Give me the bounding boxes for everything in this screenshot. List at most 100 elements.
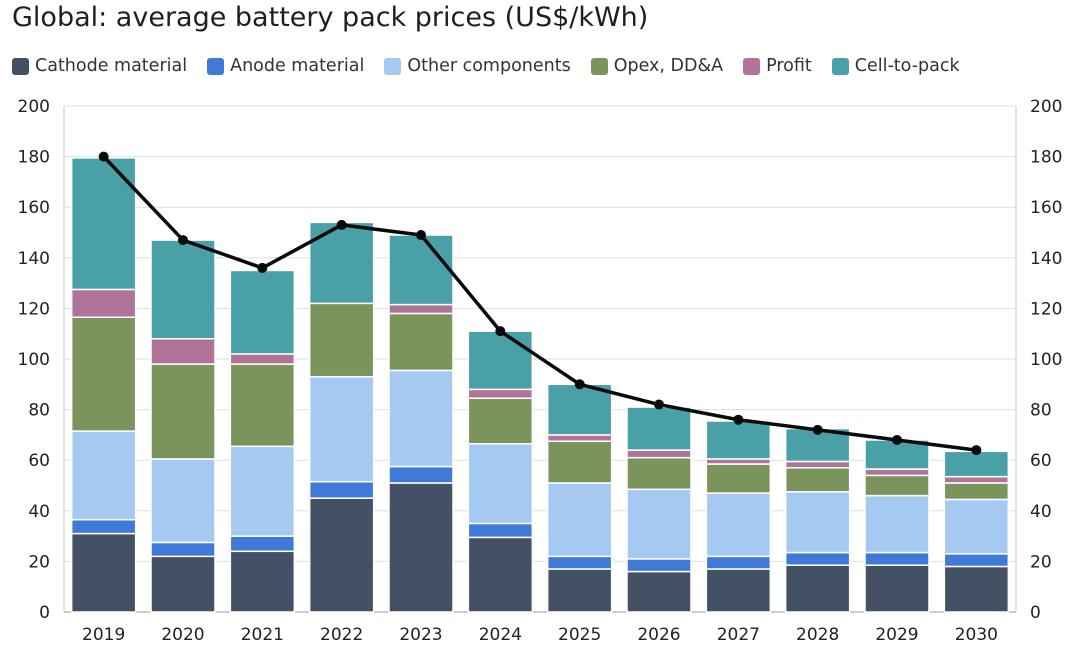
bar-segment [70, 316, 137, 432]
bar-segment [467, 330, 534, 391]
total-price-point [495, 326, 506, 337]
total-price-point [654, 399, 664, 410]
y-tick-label-right: 160 [1030, 198, 1062, 218]
bar-segment [546, 482, 613, 558]
bar-segment [546, 568, 613, 613]
y-tick-label-right: 180 [1030, 148, 1062, 168]
total-price-point [336, 219, 347, 230]
bar-segment [546, 383, 613, 436]
bar-segment [943, 498, 1010, 555]
bar-segment [308, 480, 375, 499]
y-tick-label-left: 80 [28, 401, 50, 421]
y-tick-label-left: 60 [28, 451, 50, 471]
bar-segment [229, 445, 296, 537]
legend: Cathode material Anode material Other comp… [12, 56, 980, 76]
total-price-point [733, 414, 744, 425]
y-tick-label-left: 20 [28, 552, 50, 572]
bar-segment [229, 269, 296, 355]
y-tick-label-left: 180 [18, 148, 50, 168]
legend-swatch [590, 57, 608, 75]
bar-segment [705, 458, 772, 465]
bar-segment [388, 369, 454, 468]
bar-segment [784, 551, 851, 566]
x-tick-label: 2020 [161, 625, 204, 645]
bar-segment [864, 468, 930, 477]
bar-segment [70, 157, 137, 291]
y-tick-label-right: 0 [1030, 603, 1041, 623]
legend-swatch [743, 57, 761, 75]
bar-segment [546, 555, 613, 570]
bar-segment [150, 239, 216, 340]
bar-segment [70, 288, 137, 319]
bar-segment [626, 558, 692, 573]
bar-segment [229, 535, 296, 553]
y-tick-label-left: 100 [18, 350, 50, 370]
total-price-point [971, 445, 982, 456]
bar-segment [626, 449, 692, 459]
total-price-point [257, 262, 268, 273]
bar-segment [70, 518, 137, 535]
bar-segment [943, 553, 1010, 568]
bar-segment [626, 488, 692, 560]
bar-segment [388, 234, 454, 306]
legend-label: Opex, DD&A [613, 56, 724, 76]
bar-segment [150, 541, 216, 558]
bar-segment [864, 494, 930, 554]
bar-segment [467, 388, 534, 399]
y-tick-label-left: 140 [18, 249, 50, 269]
bar-segment [864, 474, 930, 497]
total-price-point [574, 379, 585, 390]
bar-segment [943, 482, 1010, 501]
bar-segment [864, 551, 930, 566]
bar-segment [467, 536, 534, 613]
y-tick-label-right: 140 [1030, 249, 1062, 269]
x-tick-label: 2025 [558, 625, 601, 645]
y-tick-label-left: 200 [18, 97, 50, 117]
x-tick-label: 2024 [479, 625, 522, 645]
legend-label: Profit [766, 56, 812, 76]
x-tick-label: 2019 [82, 625, 125, 645]
y-tick-label-right: 120 [1030, 299, 1062, 319]
x-tick-label: 2026 [637, 625, 680, 645]
bar-segment [626, 570, 692, 613]
bar-segment [150, 363, 216, 460]
y-tick-label-left: 160 [18, 198, 50, 218]
bar-segment [705, 568, 772, 613]
bar-segment [308, 221, 375, 305]
y-tick-label-left: 120 [18, 299, 50, 319]
legend-item: Cell-to-pack [831, 56, 960, 76]
legend-label: Anode material [230, 56, 365, 76]
bar-segment [150, 555, 216, 613]
bar-segment [705, 420, 772, 460]
bar-segment [229, 363, 296, 448]
bar-segment [546, 434, 613, 442]
legend-item: Opex, DD&A [590, 56, 724, 76]
bar-segment [467, 522, 534, 539]
bar-segment [467, 397, 534, 445]
bar-segment [943, 450, 1010, 478]
bar-segment [150, 458, 216, 544]
bar-segment [388, 482, 454, 613]
bar-segment [705, 463, 772, 494]
bar-segment [626, 456, 692, 491]
bar-segment [388, 303, 454, 315]
x-tick-label: 2028 [796, 625, 839, 645]
legend-item: Cathode material [12, 56, 187, 76]
legend-swatch [384, 57, 402, 75]
bar-segment [308, 302, 375, 378]
bar-segment [784, 467, 851, 493]
legend-label: Cathode material [35, 56, 188, 76]
bar-segment [864, 564, 930, 613]
legend-label: Other components [407, 56, 571, 76]
y-tick-label-right: 40 [1030, 502, 1052, 522]
x-tick-label: 2030 [955, 625, 998, 645]
x-tick-label: 2027 [717, 625, 760, 645]
total-price-point [416, 230, 426, 241]
y-tick-label-right: 200 [1030, 97, 1062, 117]
bar-segment [229, 353, 296, 365]
bar-segment [467, 443, 534, 525]
legend-item: Profit [743, 56, 812, 76]
bar-segment [308, 497, 375, 613]
